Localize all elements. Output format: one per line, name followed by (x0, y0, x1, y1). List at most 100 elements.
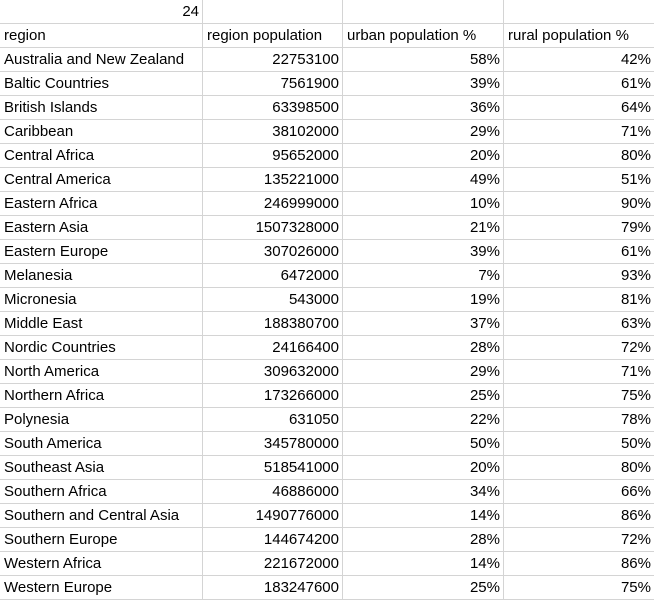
cell-region[interactable]: Caribbean (0, 120, 203, 144)
cell-rural-population[interactable]: 50% (504, 432, 654, 456)
cell-urban-population[interactable]: 39% (343, 72, 504, 96)
cell-urban-population[interactable]: 28% (343, 528, 504, 552)
cell-urban-population[interactable]: 21% (343, 216, 504, 240)
cell-rural-population[interactable]: 64% (504, 96, 654, 120)
cell-urban-population[interactable]: 19% (343, 288, 504, 312)
cell-urban-population[interactable]: 58% (343, 48, 504, 72)
header-region-population[interactable]: region population (203, 24, 343, 48)
cell-region[interactable]: Eastern Europe (0, 240, 203, 264)
cell-rural-population[interactable]: 42% (504, 48, 654, 72)
cell-region[interactable]: Melanesia (0, 264, 203, 288)
cell-region-population[interactable]: 46886000 (203, 480, 343, 504)
cell-region-population[interactable]: 6472000 (203, 264, 343, 288)
cell-region-population[interactable]: 188380700 (203, 312, 343, 336)
cell-region[interactable]: Australia and New Zealand (0, 48, 203, 72)
cell-rural-population[interactable]: 72% (504, 528, 654, 552)
cell-region[interactable]: Micronesia (0, 288, 203, 312)
cell-urban-population[interactable]: 22% (343, 408, 504, 432)
cell-region-population[interactable]: 22753100 (203, 48, 343, 72)
cell-rural-population[interactable]: 63% (504, 312, 654, 336)
cell-region[interactable]: Southern Africa (0, 480, 203, 504)
cell-rural-population[interactable]: 80% (504, 144, 654, 168)
cell-rural-population[interactable]: 71% (504, 120, 654, 144)
cell-region[interactable]: Eastern Africa (0, 192, 203, 216)
cell-urban-population[interactable]: 14% (343, 552, 504, 576)
cell-region[interactable]: Baltic Countries (0, 72, 203, 96)
cell-rural-population[interactable]: 71% (504, 360, 654, 384)
cell-urban-population[interactable]: 37% (343, 312, 504, 336)
cell-rural-population[interactable]: 75% (504, 384, 654, 408)
cell-region[interactable]: South America (0, 432, 203, 456)
cell-region-population[interactable]: 221672000 (203, 552, 343, 576)
cell-region-population[interactable]: 63398500 (203, 96, 343, 120)
cell-empty[interactable] (504, 0, 654, 24)
header-rural-population[interactable]: rural population % (504, 24, 654, 48)
cell-rural-population[interactable]: 66% (504, 480, 654, 504)
cell-urban-population[interactable]: 10% (343, 192, 504, 216)
cell-region[interactable]: North America (0, 360, 203, 384)
cell-empty[interactable] (203, 0, 343, 24)
cell-urban-population[interactable]: 39% (343, 240, 504, 264)
cell-rural-population[interactable]: 79% (504, 216, 654, 240)
cell-urban-population[interactable]: 50% (343, 432, 504, 456)
cell-rural-population[interactable]: 90% (504, 192, 654, 216)
cell-region-population[interactable]: 38102000 (203, 120, 343, 144)
cell-empty[interactable] (343, 0, 504, 24)
cell-region[interactable]: Central America (0, 168, 203, 192)
cell-region-population[interactable]: 307026000 (203, 240, 343, 264)
cell-rural-population[interactable]: 80% (504, 456, 654, 480)
header-region[interactable]: region (0, 24, 203, 48)
cell-urban-population[interactable]: 29% (343, 360, 504, 384)
cell-region[interactable]: Middle East (0, 312, 203, 336)
cell-region-population[interactable]: 1490776000 (203, 504, 343, 528)
cell-rural-population[interactable]: 72% (504, 336, 654, 360)
cell-region[interactable]: Nordic Countries (0, 336, 203, 360)
cell-rural-population[interactable]: 61% (504, 72, 654, 96)
header-urban-population[interactable]: urban population % (343, 24, 504, 48)
cell-rural-population[interactable]: 86% (504, 504, 654, 528)
cell-urban-population[interactable]: 34% (343, 480, 504, 504)
cell-region-population[interactable]: 518541000 (203, 456, 343, 480)
cell-urban-population[interactable]: 25% (343, 576, 504, 600)
cell-region-population[interactable]: 7561900 (203, 72, 343, 96)
cell-region[interactable]: Southeast Asia (0, 456, 203, 480)
cell-top-value[interactable]: 24 (0, 0, 203, 24)
cell-urban-population[interactable]: 28% (343, 336, 504, 360)
cell-region[interactable]: Eastern Asia (0, 216, 203, 240)
cell-region[interactable]: Polynesia (0, 408, 203, 432)
cell-urban-population[interactable]: 29% (343, 120, 504, 144)
cell-urban-population[interactable]: 20% (343, 456, 504, 480)
cell-region-population[interactable]: 173266000 (203, 384, 343, 408)
cell-rural-population[interactable]: 86% (504, 552, 654, 576)
cell-region-population[interactable]: 1507328000 (203, 216, 343, 240)
cell-region-population[interactable]: 246999000 (203, 192, 343, 216)
cell-region-population[interactable]: 345780000 (203, 432, 343, 456)
cell-rural-population[interactable]: 81% (504, 288, 654, 312)
cell-region[interactable]: Southern Europe (0, 528, 203, 552)
cell-region-population[interactable]: 144674200 (203, 528, 343, 552)
cell-region[interactable]: Southern and Central Asia (0, 504, 203, 528)
cell-urban-population[interactable]: 7% (343, 264, 504, 288)
cell-rural-population[interactable]: 61% (504, 240, 654, 264)
cell-region-population[interactable]: 543000 (203, 288, 343, 312)
cell-urban-population[interactable]: 14% (343, 504, 504, 528)
cell-rural-population[interactable]: 75% (504, 576, 654, 600)
cell-region-population[interactable]: 183247600 (203, 576, 343, 600)
cell-region-population[interactable]: 24166400 (203, 336, 343, 360)
cell-urban-population[interactable]: 25% (343, 384, 504, 408)
cell-region[interactable]: Northern Africa (0, 384, 203, 408)
cell-rural-population[interactable]: 51% (504, 168, 654, 192)
cell-region[interactable]: Central Africa (0, 144, 203, 168)
cell-rural-population[interactable]: 93% (504, 264, 654, 288)
cell-region[interactable]: Western Africa (0, 552, 203, 576)
cell-region-population[interactable]: 631050 (203, 408, 343, 432)
cell-urban-population[interactable]: 20% (343, 144, 504, 168)
cell-rural-population[interactable]: 78% (504, 408, 654, 432)
cell-urban-population[interactable]: 36% (343, 96, 504, 120)
cell-urban-population[interactable]: 49% (343, 168, 504, 192)
cell-region-population[interactable]: 135221000 (203, 168, 343, 192)
cell-region[interactable]: Western Europe (0, 576, 203, 600)
cell-region-population[interactable]: 309632000 (203, 360, 343, 384)
cell-region[interactable]: British Islands (0, 96, 203, 120)
cell-region-population[interactable]: 95652000 (203, 144, 343, 168)
